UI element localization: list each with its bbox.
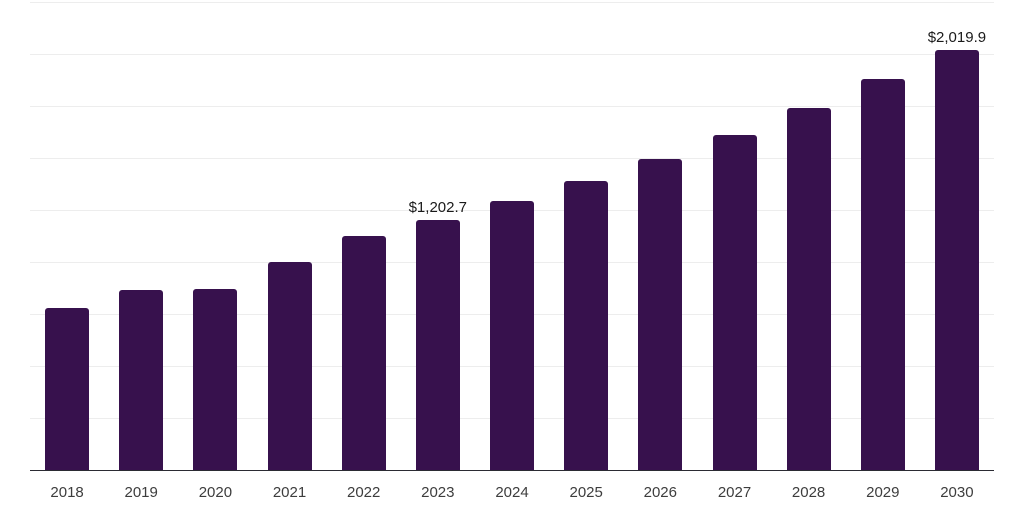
bar	[712, 135, 757, 470]
x-tick-label: 2025	[569, 484, 603, 501]
x-tick-label: 2030	[940, 484, 974, 501]
x-tick-label: 2029	[866, 484, 900, 501]
bar-value-label: $1,202.7	[408, 198, 467, 216]
bar	[786, 108, 831, 470]
x-tick-label: 2026	[643, 484, 677, 501]
x-tick-label: 2020	[198, 484, 233, 501]
bar	[934, 49, 979, 470]
x-axis-line	[30, 469, 994, 471]
x-tick-label: 2018	[50, 484, 84, 501]
gridline	[30, 54, 994, 55]
bar	[45, 307, 90, 470]
x-tick-label: 2021	[272, 484, 307, 501]
bar	[860, 79, 905, 470]
bar	[193, 289, 238, 470]
x-tick-label: 2027	[717, 484, 752, 501]
gridline	[30, 158, 994, 159]
bar	[638, 159, 683, 470]
x-tick-label: 2024	[495, 484, 529, 501]
gridline	[30, 106, 994, 107]
bar	[564, 180, 609, 470]
bar	[267, 262, 312, 470]
bar	[490, 200, 534, 470]
bar-value-label: $2,019.9	[927, 28, 987, 46]
bar	[119, 290, 164, 470]
bar	[341, 236, 386, 470]
gridline	[30, 2, 994, 3]
x-tick-label: 2022	[347, 484, 381, 501]
bar	[415, 219, 460, 470]
x-tick-label: 2019	[124, 484, 158, 501]
x-tick-label: 2028	[791, 484, 826, 501]
x-tick-label: 2023	[421, 484, 455, 501]
